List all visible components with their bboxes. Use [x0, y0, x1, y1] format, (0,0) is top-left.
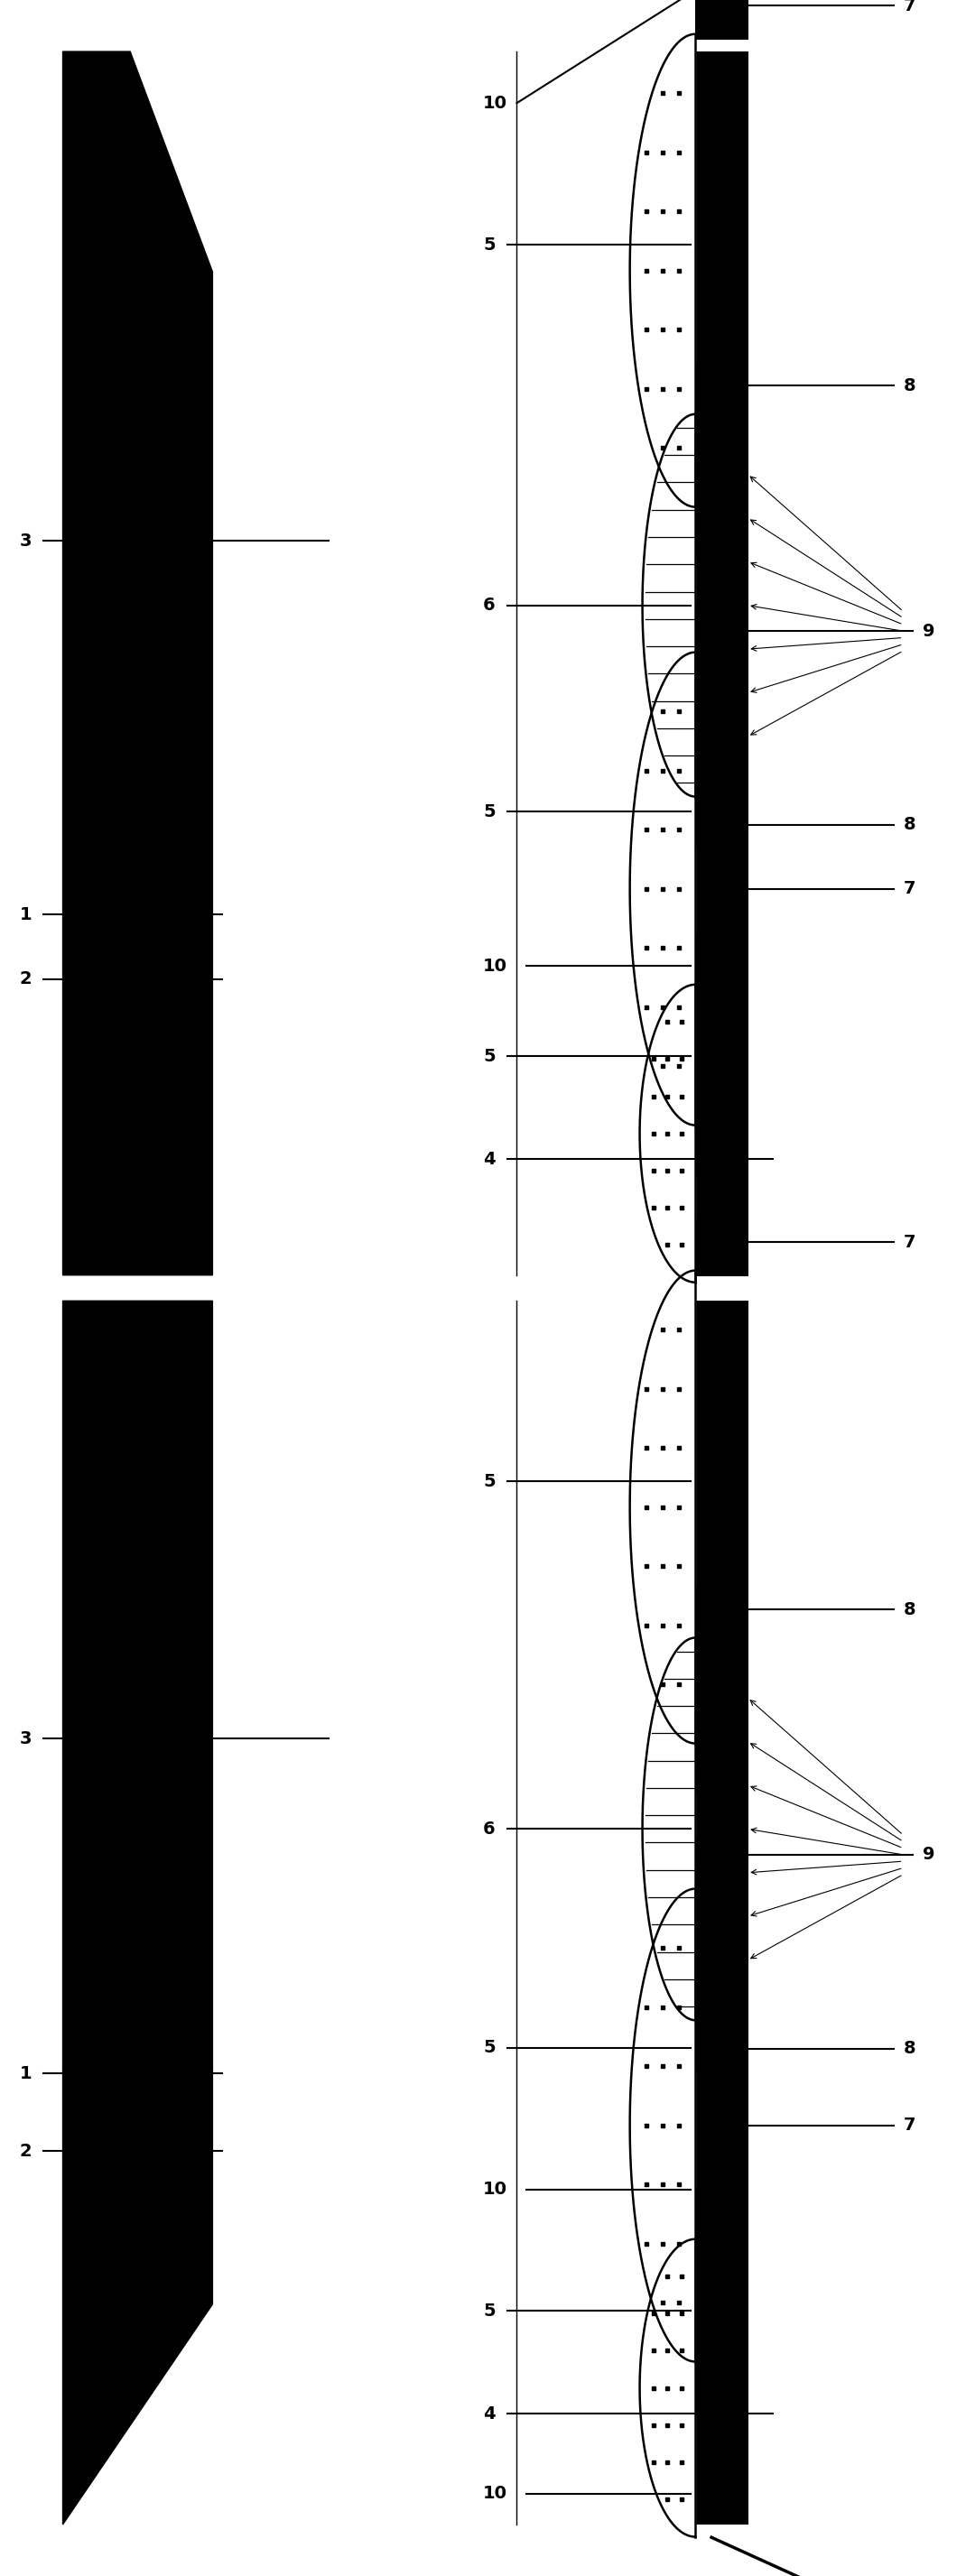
Polygon shape [630, 33, 696, 507]
Text: 6: 6 [483, 598, 496, 613]
Text: 7: 7 [903, 1234, 916, 1252]
Bar [696, 2014, 749, 2071]
Text: 10: 10 [483, 2486, 507, 2501]
Bar [696, 1218, 749, 1275]
Text: 8: 8 [903, 1600, 916, 1618]
Polygon shape [63, 1301, 213, 2524]
Text: 8: 8 [903, 817, 916, 835]
Text: 9: 9 [923, 623, 935, 639]
Text: 5: 5 [483, 2303, 496, 2318]
Polygon shape [630, 1270, 696, 1744]
Bar [696, 1739, 749, 1795]
Text: 10: 10 [483, 95, 507, 111]
Text: 5: 5 [483, 1048, 496, 1064]
Bar [696, 791, 749, 848]
Text: 2: 2 [19, 971, 32, 987]
Bar [696, 1587, 749, 1643]
Text: 7: 7 [903, 2117, 916, 2133]
Polygon shape [63, 52, 213, 1275]
Text: 5: 5 [483, 2040, 496, 2056]
Bar [696, 1837, 749, 1893]
Text: 7: 7 [903, 0, 916, 15]
Bar [696, 363, 749, 420]
Text: 2: 2 [19, 2143, 32, 2159]
Bar [696, 52, 749, 1275]
Text: 3: 3 [19, 1731, 32, 1747]
Bar [696, 0, 749, 39]
Bar [696, 600, 749, 657]
Polygon shape [630, 1888, 696, 2362]
Bar [696, 1301, 749, 2524]
Text: 1: 1 [19, 907, 32, 922]
Text: 4: 4 [483, 2406, 496, 2421]
Polygon shape [642, 1638, 696, 2020]
Text: 3: 3 [19, 533, 32, 549]
Text: 10: 10 [483, 2182, 507, 2197]
Text: 5: 5 [483, 804, 496, 819]
Polygon shape [642, 415, 696, 796]
Polygon shape [639, 2239, 696, 2537]
Text: 8: 8 [903, 376, 916, 394]
Polygon shape [630, 652, 696, 1126]
Text: 5: 5 [483, 237, 496, 252]
Text: 5: 5 [483, 1473, 496, 1489]
Text: 8: 8 [903, 2040, 916, 2058]
Bar [696, 1121, 749, 1177]
Text: 1: 1 [19, 2066, 32, 2081]
Text: 6: 6 [483, 1821, 496, 1837]
Bar [696, 2187, 749, 2244]
Text: 7: 7 [903, 881, 916, 896]
Bar [696, 502, 749, 559]
Text: 9: 9 [923, 1847, 935, 1862]
Bar [696, 2357, 749, 2414]
Polygon shape [639, 984, 696, 1283]
Bar [696, 933, 749, 989]
Text: 10: 10 [483, 958, 507, 974]
Text: 4: 4 [483, 1151, 496, 1167]
